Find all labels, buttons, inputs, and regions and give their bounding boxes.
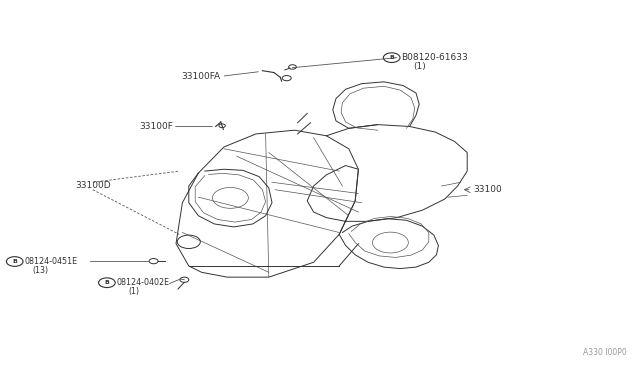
Text: 08124-0451E: 08124-0451E xyxy=(24,257,77,266)
Text: 33100F: 33100F xyxy=(139,122,173,131)
Text: 33100FA: 33100FA xyxy=(182,72,221,81)
Text: B: B xyxy=(12,259,17,264)
Text: 33100D: 33100D xyxy=(75,182,111,190)
Text: (1): (1) xyxy=(413,62,426,71)
Text: B: B xyxy=(104,280,109,285)
Text: 33100: 33100 xyxy=(474,185,502,194)
Text: (13): (13) xyxy=(32,266,48,275)
Text: B: B xyxy=(389,55,394,60)
Text: (1): (1) xyxy=(128,287,139,296)
Text: A330 I00P0: A330 I00P0 xyxy=(584,348,627,357)
Text: 08124-0402E: 08124-0402E xyxy=(116,278,170,287)
Text: B08120-61633: B08120-61633 xyxy=(401,53,468,62)
